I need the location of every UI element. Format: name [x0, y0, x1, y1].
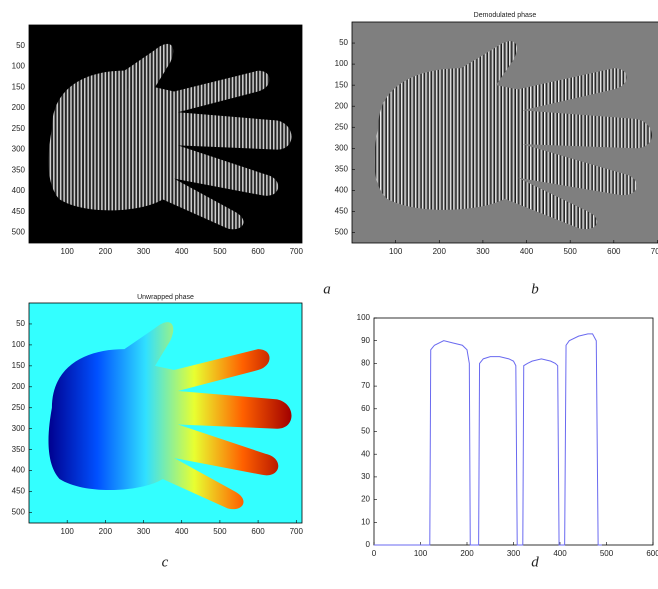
- y-tick-label: 100: [357, 313, 371, 322]
- y-tick-label: 400: [12, 466, 26, 475]
- y-tick-label: 300: [12, 424, 26, 433]
- y-tick-label: 350: [12, 445, 26, 454]
- x-tick-label: 200: [99, 247, 113, 256]
- y-tick-label: 40: [361, 449, 370, 458]
- x-tick-label: 300: [137, 247, 151, 256]
- panel-label: d: [531, 554, 539, 570]
- y-tick-label: 80: [361, 359, 370, 368]
- x-tick-label: 200: [460, 549, 474, 558]
- y-tick-label: 20: [361, 495, 370, 504]
- x-tick-label: 100: [414, 549, 428, 558]
- y-tick-label: 50: [16, 41, 25, 50]
- y-tick-label: 100: [12, 340, 26, 349]
- x-tick-label: 100: [61, 247, 75, 256]
- y-tick-label: 400: [335, 185, 349, 194]
- y-tick-label: 30: [361, 472, 370, 481]
- x-tick-label: 400: [175, 247, 189, 256]
- y-tick-label: 70: [361, 381, 370, 390]
- x-tick-label: 500: [600, 549, 614, 558]
- y-tick-label: 350: [335, 164, 349, 173]
- x-tick-label: 600: [251, 527, 265, 536]
- y-tick-label: 450: [12, 487, 26, 496]
- y-tick-label: 150: [12, 82, 26, 91]
- x-tick-label: 500: [213, 527, 227, 536]
- y-tick-label: 200: [12, 382, 26, 391]
- y-tick-label: 300: [12, 145, 26, 154]
- x-tick-label: 300: [137, 527, 151, 536]
- x-tick-label: 0: [372, 549, 377, 558]
- plot-area: [374, 318, 653, 545]
- x-tick-label: 100: [61, 527, 75, 536]
- y-tick-label: 0: [366, 540, 371, 549]
- x-tick-label: 200: [99, 527, 113, 536]
- y-tick-label: 500: [12, 228, 26, 237]
- y-tick-label: 60: [361, 404, 370, 413]
- x-tick-label: 400: [553, 549, 567, 558]
- y-tick-label: 500: [335, 228, 349, 237]
- y-tick-label: 500: [12, 508, 26, 517]
- panel-label: b: [531, 281, 539, 297]
- x-tick-label: 500: [213, 247, 227, 256]
- x-tick-label: 400: [175, 527, 189, 536]
- x-tick-label: 700: [290, 247, 304, 256]
- x-tick-label: 300: [507, 549, 521, 558]
- y-tick-label: 200: [12, 103, 26, 112]
- x-tick-label: 100: [389, 247, 403, 256]
- figure: 1002003004005006007005010015020025030035…: [0, 0, 658, 589]
- x-tick-label: 600: [646, 549, 658, 558]
- y-tick-label: 250: [12, 403, 26, 412]
- y-tick-label: 50: [16, 319, 25, 328]
- x-tick-label: 500: [564, 247, 578, 256]
- page: 1002003004005006007005010015020025030035…: [0, 0, 658, 589]
- y-tick-label: 50: [339, 38, 348, 47]
- x-tick-label: 700: [651, 247, 658, 256]
- x-tick-label: 300: [476, 247, 490, 256]
- x-tick-label: 600: [607, 247, 621, 256]
- y-tick-label: 400: [12, 186, 26, 195]
- x-tick-label: 200: [433, 247, 447, 256]
- y-tick-label: 150: [12, 361, 26, 370]
- y-tick-label: 350: [12, 165, 26, 174]
- panel-label: c: [162, 554, 169, 570]
- y-tick-label: 450: [335, 207, 349, 216]
- y-tick-label: 10: [361, 517, 370, 526]
- y-tick-label: 250: [335, 122, 349, 131]
- y-tick-label: 300: [335, 143, 349, 152]
- y-tick-label: 100: [12, 62, 26, 71]
- panel-title: Demodulated phase: [474, 12, 537, 19]
- y-tick-label: 200: [335, 101, 349, 110]
- y-tick-label: 50: [361, 427, 370, 436]
- y-tick-label: 150: [335, 80, 349, 89]
- x-tick-label: 400: [520, 247, 534, 256]
- panel-title: Unwrapped phase: [137, 294, 194, 301]
- x-tick-label: 600: [251, 247, 265, 256]
- y-tick-label: 100: [335, 59, 349, 68]
- y-tick-label: 450: [12, 207, 26, 216]
- panel-label: a: [323, 281, 331, 297]
- x-tick-label: 700: [290, 527, 304, 536]
- y-tick-label: 90: [361, 336, 370, 345]
- y-tick-label: 250: [12, 124, 26, 133]
